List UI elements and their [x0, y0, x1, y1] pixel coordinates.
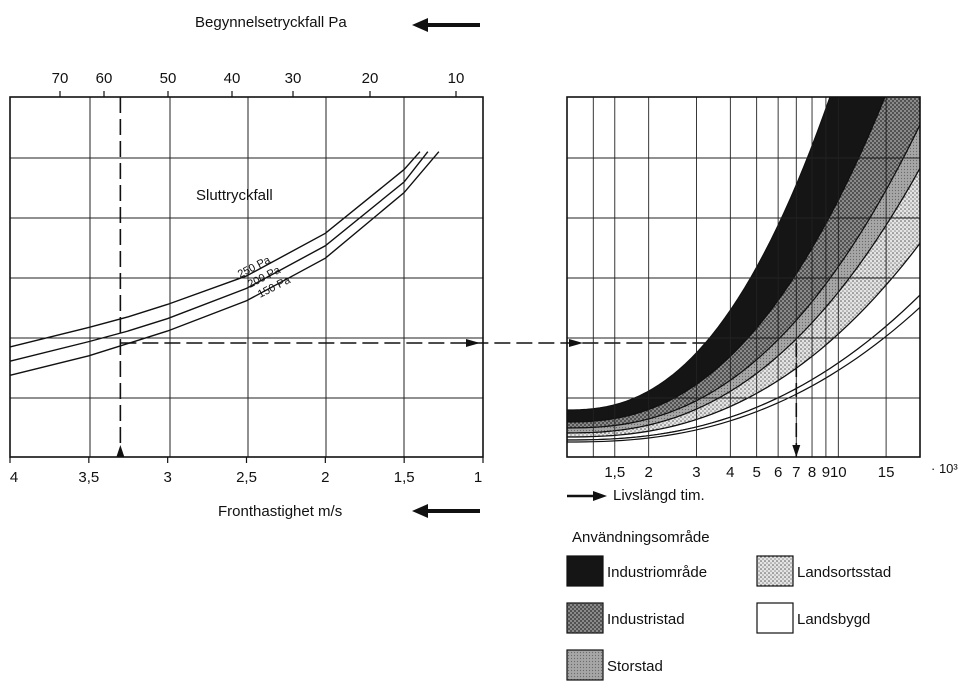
x-tick-label: 3,5 [78, 469, 99, 486]
life-tick-label: 9 [822, 464, 830, 481]
curve-150-pa [9, 151, 440, 377]
life-axis-ticks: 1,5 2 3 4 5 6 7 8 9 10 15 [604, 464, 894, 481]
band-landsbygd-edge [567, 294, 920, 443]
x-tick-label: 4 [10, 469, 18, 486]
top-tick-label: 50 [160, 70, 177, 87]
x-axis-arrow-icon [412, 504, 480, 518]
arrow-head [412, 504, 428, 518]
curve-200-pa [9, 151, 429, 362]
top-tick-label: 30 [285, 70, 302, 87]
reading-lines [116, 97, 810, 457]
top-tick-label: 10 [448, 70, 465, 87]
right-arrow-icon [466, 339, 480, 347]
legend-label: Landsbygd [797, 611, 870, 628]
legend-swatch [566, 649, 604, 681]
life-tick-label: 8 [808, 464, 816, 481]
top-tick-label: 70 [52, 70, 69, 87]
top-tick-label: 20 [362, 70, 379, 87]
left-gridlines [9, 96, 484, 458]
legend-label: Storstad [607, 658, 663, 675]
right-gridlines [566, 96, 921, 458]
x-axis-ticks: 4 3,5 3 2,5 2 1,5 1 [9, 457, 484, 486]
down-arrow-icon [792, 445, 801, 457]
up-arrow-icon [116, 445, 125, 457]
legend-swatch [756, 602, 794, 634]
legend-swatch [566, 602, 604, 634]
life-axis-arrow-icon [567, 491, 607, 501]
arrow-head [412, 18, 428, 32]
life-tick-label: 2 [645, 464, 653, 481]
x-tick-label: 2 [321, 469, 329, 486]
life-tick-label: 4 [726, 464, 734, 481]
life-tick-label: 7 [792, 464, 800, 481]
x-tick-label: 3 [163, 469, 171, 486]
x-multiplier-label: · 10³ [931, 461, 958, 476]
life-tick-label: 1,5 [604, 464, 625, 481]
legend-swatch [756, 555, 794, 587]
x-tick-label: 2,5 [236, 469, 257, 486]
top-tick-label: 40 [224, 70, 241, 87]
legend-swatch [566, 555, 604, 587]
top-axis-ticks: 70 60 50 40 30 20 10 [52, 70, 465, 97]
legend: Industriområde Industristad Storstad Landso… [566, 555, 891, 681]
usage-bands [567, 97, 920, 443]
legend-label: Industriområde [607, 564, 707, 581]
legend-label: Industristad [607, 611, 685, 628]
top-axis-arrow-icon [412, 18, 480, 32]
pressure-drop-panel: Begynnelsetryckfall Pa 70 60 50 40 30 20 10 4 3… [9, 14, 810, 520]
top-tick-label: 60 [96, 70, 113, 87]
life-tick-label: 6 [774, 464, 782, 481]
legend-label: Landsortsstad [797, 564, 891, 581]
life-tick-label: 3 [692, 464, 700, 481]
x-axis-label: Fronthastighet m/s [218, 503, 342, 520]
service-life-panel: 1,5 2 3 4 5 6 7 8 9 10 15 · 10³ Livslängd tim. Anv… [566, 96, 958, 681]
curve-250-pa [9, 151, 421, 348]
life-tick-label: 5 [752, 464, 760, 481]
arrow-head [593, 491, 607, 501]
right-arrow-icon [569, 339, 583, 347]
top-axis-label: Begynnelsetryckfall Pa [195, 14, 347, 31]
x-tick-label: 1,5 [394, 469, 415, 486]
chart-title: Sluttryckfall [196, 187, 273, 204]
life-tick-label: 10 [830, 464, 847, 481]
plot-frame [566, 96, 921, 458]
legend-title: Användningsområde [572, 529, 710, 546]
life-tick-label: 15 [878, 464, 895, 481]
life-axis-label: Livslängd tim. [613, 487, 705, 504]
x-tick-label: 1 [474, 469, 482, 486]
